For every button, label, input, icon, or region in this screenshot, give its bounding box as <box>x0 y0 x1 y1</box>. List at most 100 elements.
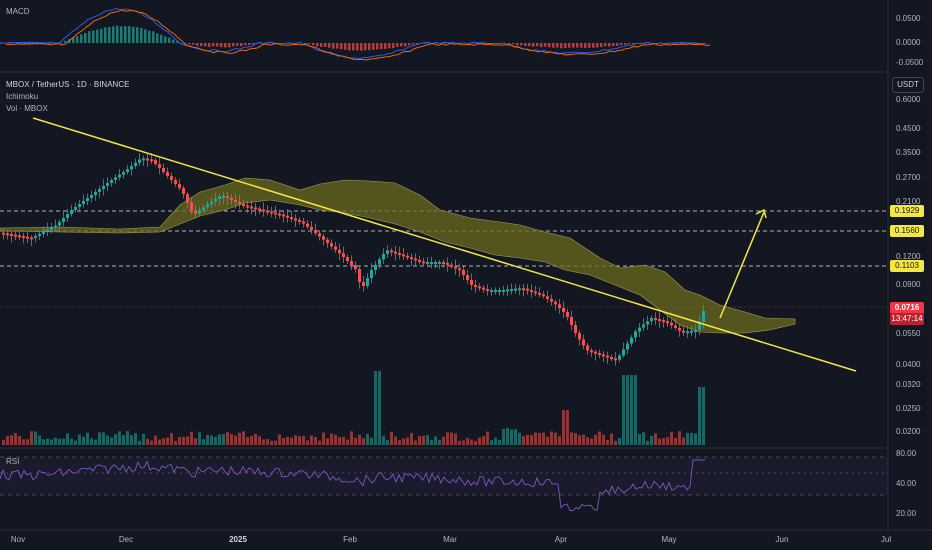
volume-bar <box>218 434 221 445</box>
price-tick: 0.0250 <box>896 404 921 413</box>
descending-trendline[interactable] <box>32 117 857 372</box>
candle-body <box>214 199 217 202</box>
candle-body <box>538 292 541 295</box>
volume-bar <box>674 437 677 445</box>
macd-histogram-bar <box>20 42 23 44</box>
rsi-tick: 20.00 <box>896 509 917 518</box>
candle-body <box>330 243 333 247</box>
macd-histogram-bar <box>448 42 451 44</box>
candle-body <box>694 330 697 333</box>
volume-bar <box>310 435 313 445</box>
volume-bar <box>426 435 429 445</box>
candle-body <box>678 328 681 331</box>
macd-histogram-bar <box>392 43 395 49</box>
candle-body <box>490 290 493 292</box>
price-tick: 0.6000 <box>896 95 921 104</box>
candle-body <box>186 194 189 203</box>
volume-bar <box>370 437 373 445</box>
volume-bar <box>38 435 41 445</box>
level-tag-0-1929[interactable]: 0.1929 <box>890 205 924 217</box>
candle-body <box>126 169 129 172</box>
candle-body <box>438 262 441 264</box>
candle-body <box>38 233 41 236</box>
volume-bar <box>562 410 565 445</box>
volume-bar <box>394 436 397 445</box>
macd-histogram-bar <box>16 42 19 44</box>
candle-body <box>674 325 677 328</box>
candle-body <box>426 262 429 264</box>
candle-body <box>390 250 393 253</box>
volume-bar <box>98 432 101 445</box>
candle-body <box>46 229 49 232</box>
macd-histogram-bar <box>180 43 183 44</box>
macd-histogram-bar <box>220 43 223 48</box>
candle-body <box>366 278 369 286</box>
candle-body <box>338 249 341 254</box>
volume-label[interactable]: Vol · MBOX <box>6 104 48 113</box>
macd-histogram-bar <box>644 43 647 44</box>
volume-bar <box>250 435 253 445</box>
volume-bar <box>382 435 385 445</box>
volume-bar <box>438 440 441 445</box>
volume-bar <box>114 434 117 445</box>
projection-arrow[interactable] <box>719 211 765 319</box>
volume-bar <box>406 437 409 445</box>
volume-bar <box>486 431 489 445</box>
volume-bar <box>646 440 649 445</box>
macd-histogram-bar <box>532 43 535 47</box>
volume-bar <box>450 432 453 445</box>
level-tag-0-1560[interactable]: 0.1560 <box>890 225 924 237</box>
candle-body <box>302 221 305 224</box>
volume-bar <box>598 431 601 445</box>
macd-histogram-bar <box>556 43 559 48</box>
candle-body <box>98 189 101 192</box>
ichimoku-label[interactable]: Ichimoku <box>6 92 39 101</box>
macd-histogram-bar <box>572 43 575 48</box>
candle-body <box>306 223 309 227</box>
candle-body <box>50 227 53 230</box>
candle-body <box>382 254 385 260</box>
macd-line <box>0 8 705 59</box>
volume-bar <box>102 432 105 445</box>
candle-body <box>494 290 497 292</box>
macd-histogram-bar <box>224 43 227 48</box>
candle-body <box>286 215 289 218</box>
candle-body <box>402 254 405 257</box>
volume-bar <box>610 433 613 445</box>
level-tag-0-1103[interactable]: 0.1103 <box>890 260 924 272</box>
rsi-label[interactable]: RSI <box>6 457 20 466</box>
volume-bar <box>378 371 381 445</box>
candle-body <box>510 289 513 291</box>
candle-body <box>198 210 201 214</box>
volume-bar <box>594 434 597 445</box>
symbol-title[interactable]: MBOX / TetherUS · 1D · BINANCE <box>6 80 130 89</box>
price-tick: 0.1200 <box>896 252 921 261</box>
candle-body <box>354 265 357 269</box>
macd-tick: 0.0000 <box>896 38 921 47</box>
volume-bar <box>26 439 29 445</box>
volume-bar <box>222 434 225 445</box>
candle-body <box>174 180 177 184</box>
macd-histogram-bar <box>32 42 35 44</box>
volume-bar <box>78 434 81 445</box>
volume-bar <box>202 439 205 445</box>
volume-bar <box>46 438 49 445</box>
candle-body <box>142 158 145 161</box>
volume-bar <box>278 434 281 445</box>
macd-histogram-bar <box>140 27 143 43</box>
volume-bar <box>262 439 265 445</box>
candle-body <box>34 235 37 238</box>
macd-histogram-bar <box>228 43 231 48</box>
macd-histogram-bar <box>548 43 551 48</box>
volume-bar <box>686 432 689 445</box>
macd-histogram-bar <box>632 43 635 45</box>
candle-body <box>638 327 641 332</box>
currency-button[interactable]: USDT <box>892 77 924 93</box>
volume-bar <box>14 433 17 445</box>
volume-bar <box>630 375 633 445</box>
macd-histogram-bar <box>232 43 235 47</box>
candle-body <box>546 296 549 299</box>
macd-histogram-bar <box>376 43 379 50</box>
volume-bar <box>554 432 557 445</box>
volume-bar <box>354 437 357 445</box>
